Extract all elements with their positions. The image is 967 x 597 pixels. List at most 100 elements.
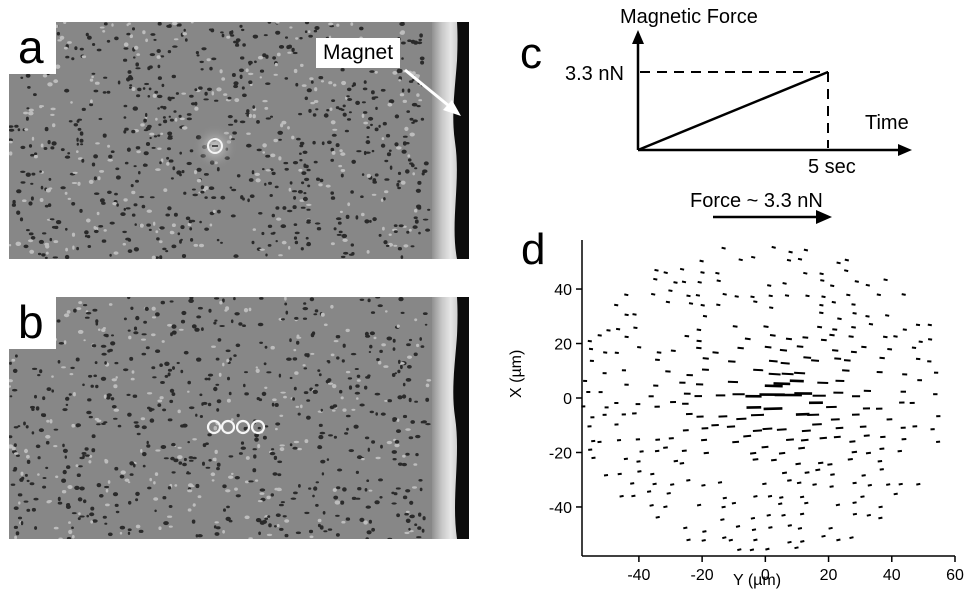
displacement-mark [735, 525, 741, 528]
displacement-mark [686, 294, 691, 298]
displacement-mark [830, 473, 835, 476]
displacement-mark [834, 357, 842, 360]
panel-letter-d: d [521, 225, 546, 274]
displacement-mark [737, 548, 742, 552]
displacement-mark [780, 361, 790, 365]
displacement-mark [679, 267, 685, 271]
displacement-mark [799, 512, 805, 516]
x-axis-title: Y (µm) [733, 572, 782, 589]
displacement-mark [749, 451, 757, 455]
displacement-mark [732, 440, 740, 444]
displacement-mark [624, 293, 629, 297]
displacement-mark [768, 294, 773, 298]
displacement-mark [854, 280, 859, 283]
displacement-mark [702, 357, 709, 360]
displacement-mark [886, 483, 891, 486]
time-axis-label: Time [865, 112, 909, 134]
displacement-mark [650, 472, 655, 476]
displacement-mark [796, 345, 804, 348]
displacement-mark [663, 505, 668, 509]
displacement-mark [673, 281, 678, 284]
displacement-mark [637, 470, 642, 473]
displacement-mark [800, 438, 809, 442]
displacement-mark [701, 484, 706, 487]
displacement-mark [668, 289, 673, 292]
displacement-mark [852, 501, 857, 504]
displacement-mark [767, 284, 772, 287]
displacement-mark [784, 294, 790, 297]
displacement-mark [820, 338, 827, 342]
displacement-mark [726, 425, 736, 428]
displacement-mark [655, 515, 660, 519]
displacement-mark [879, 447, 885, 450]
displacement-mark [843, 359, 851, 362]
y-axis-title: X (µm) [508, 349, 525, 398]
displacement-mark [802, 336, 809, 339]
displacement-mark [831, 300, 836, 304]
displacement-mark [878, 516, 883, 520]
displacement-mark [614, 303, 619, 307]
displacement-mark [721, 246, 726, 250]
displacement-mark [916, 482, 921, 486]
displacement-mark [861, 345, 867, 349]
displacement-mark [696, 339, 702, 343]
x-tick-label: 40 [883, 567, 901, 584]
displacement-mark [820, 279, 825, 282]
displacement-mark [702, 530, 707, 533]
displacement-mark [804, 471, 810, 474]
displacement-mark [750, 255, 756, 259]
y-tick-label: 20 [554, 337, 572, 354]
displacement-mark [753, 300, 758, 303]
displacement-mark [773, 382, 791, 386]
displacement-mark [663, 446, 668, 449]
displacement-mark [915, 323, 921, 327]
displacement-mark [764, 345, 772, 349]
displacement-mark [701, 438, 708, 442]
displacement-mark [631, 494, 636, 498]
displacement-mark [769, 306, 774, 309]
displacement-mark [666, 492, 671, 495]
displacement-mark [787, 479, 792, 482]
displacement-mark [803, 248, 809, 252]
displacement-mark [817, 325, 823, 329]
displacement-mark [703, 451, 709, 455]
displacement-mark [712, 351, 719, 354]
displacement-mark [781, 372, 794, 376]
displacement-mark [849, 536, 854, 540]
displacement-mark [861, 474, 866, 477]
displacement-mark [832, 328, 838, 331]
displacement-mark [835, 503, 841, 507]
displacement-mark [811, 359, 820, 362]
displacement-mark [637, 346, 642, 349]
displacement-mark [769, 334, 776, 337]
displacement-mark [753, 495, 758, 498]
displacement-mark [829, 485, 834, 488]
displacement-mark [670, 349, 676, 352]
displacement-mark [696, 503, 702, 507]
displacement-mark [836, 261, 841, 265]
displacement-mark [778, 502, 783, 506]
displacement-mark [722, 536, 727, 540]
displacement-mark [587, 339, 592, 343]
displacement-mark [619, 494, 624, 498]
displacement-mark [603, 474, 609, 477]
displacement-mark [633, 326, 638, 329]
displacement-mark [700, 303, 705, 307]
displacement-mark [779, 496, 784, 499]
displacement-mark [736, 417, 747, 421]
displacement-mark [751, 528, 757, 532]
displacement-mark [732, 325, 738, 328]
time-value-label: 5 sec [808, 156, 856, 178]
panel-letter-c: c [520, 29, 542, 78]
x-tick-label: 60 [946, 567, 964, 584]
displacement-mark [801, 429, 811, 433]
displacement-mark [597, 334, 602, 337]
displacement-mark [911, 346, 917, 349]
displacement-mark [750, 516, 756, 520]
displacement-mark [887, 348, 893, 351]
displacement-mark [688, 302, 694, 305]
bead-marker-a [207, 138, 223, 154]
displacement-mark [852, 481, 857, 485]
displacement-mark [851, 326, 856, 329]
